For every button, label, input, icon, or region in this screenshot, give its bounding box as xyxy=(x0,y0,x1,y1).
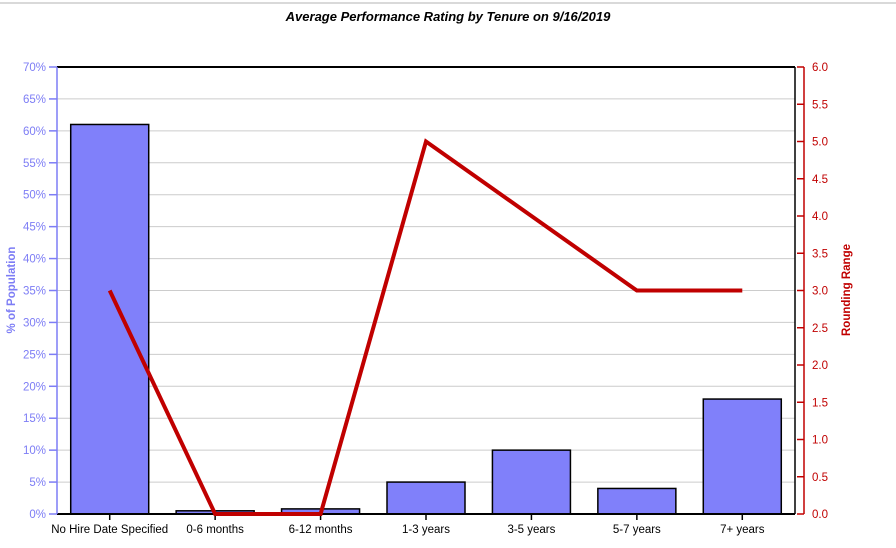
x-axis-tick-label: 6-12 months xyxy=(289,524,353,536)
bar xyxy=(491,449,572,515)
right-axis-tick-label: 3.0 xyxy=(812,286,828,298)
bar xyxy=(597,487,677,515)
left-axis-tick-label: 10% xyxy=(23,445,46,457)
left-axis-tick-label: 50% xyxy=(23,190,46,202)
right-axis-tick-label: 6.0 xyxy=(812,62,828,74)
left-axis-tick-label: 30% xyxy=(23,317,46,329)
x-axis-tick-label: 0-6 months xyxy=(186,524,244,536)
left-axis-tick-label: 35% xyxy=(23,286,46,298)
x-axis-tick-label: 3-5 years xyxy=(507,524,555,536)
left-axis-tick-label: 15% xyxy=(23,413,46,425)
bar xyxy=(702,398,783,515)
right-axis-tick-label: 5.0 xyxy=(812,137,828,149)
x-axis-tick-label: No Hire Date Specified xyxy=(51,524,168,536)
left-axis-tick-label: 60% xyxy=(23,126,46,138)
x-axis-tick-label: 7+ years xyxy=(720,524,765,536)
chart-title: Average Performance Rating by Tenure on … xyxy=(285,9,611,24)
right-axis-tick-label: 1.5 xyxy=(812,397,828,409)
right-axis-tick-label: 2.0 xyxy=(812,360,828,372)
left-axis-tick-label: 45% xyxy=(23,222,46,234)
left-axis-tick-label: 25% xyxy=(23,349,46,361)
x-axis-tick-label: 1-3 years xyxy=(402,524,450,536)
top-divider xyxy=(0,2,896,4)
left-axis-tick-label: 40% xyxy=(23,254,46,266)
left-axis-tick-label: 5% xyxy=(29,477,46,489)
right-axis-tick-label: 3.5 xyxy=(812,248,828,260)
left-axis-tick-label: 65% xyxy=(23,94,46,106)
left-axis-tick-label: 70% xyxy=(23,62,46,74)
x-axis-tick-label: 5-7 years xyxy=(613,524,661,536)
right-axis-tick-label: 4.5 xyxy=(812,174,828,186)
right-axis-tick-label: 1.0 xyxy=(812,435,828,447)
right-axis-tick-label: 5.5 xyxy=(812,99,828,111)
left-axis-tick-label: 0% xyxy=(29,509,46,521)
right-axis-tick-label: 0.5 xyxy=(812,472,828,484)
line-series xyxy=(107,138,743,516)
left-axis-tick-label: 20% xyxy=(23,381,46,393)
left-axis-tick-label: 55% xyxy=(23,158,46,170)
bar xyxy=(69,123,150,515)
bar xyxy=(386,481,466,515)
right-axis-tick-label: 0.0 xyxy=(812,509,828,521)
right-axis-tick-label: 4.0 xyxy=(812,211,828,223)
right-axis-tick-label: 2.5 xyxy=(812,323,828,335)
